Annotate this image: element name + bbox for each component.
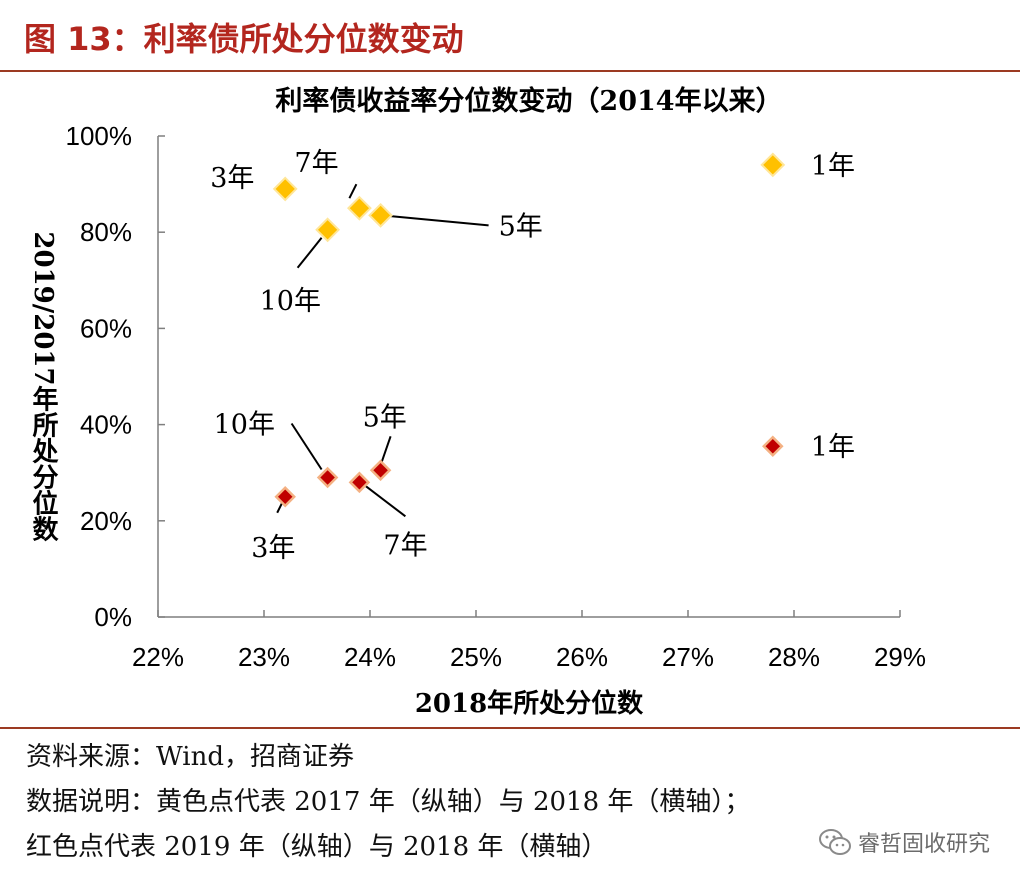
x-tick-label: 29% bbox=[874, 642, 926, 672]
point-label: 7年 bbox=[383, 530, 427, 561]
point-label: 10年 bbox=[260, 286, 321, 317]
x-tick-label: 25% bbox=[450, 642, 502, 672]
x-tick-label: 26% bbox=[556, 642, 608, 672]
yellow-point bbox=[315, 217, 341, 243]
watermark: 睿哲固收研究 bbox=[818, 826, 990, 858]
leader-line bbox=[362, 483, 407, 518]
footer-divider bbox=[0, 727, 1020, 729]
red-point bbox=[369, 459, 392, 482]
red-point bbox=[274, 485, 296, 508]
point-label: 5年 bbox=[363, 402, 407, 433]
red-point bbox=[762, 435, 784, 458]
watermark-text: 睿哲固收研究 bbox=[857, 832, 990, 857]
data-note-line-1: 数据说明：黄色点代表 2017 年（纵轴）与 2018 年（横轴）； bbox=[26, 787, 751, 817]
scatter-chart: 利率债收益率分位数变动（2014年以来） 0% 20% 40% 60% 80% 100% 22… bbox=[28, 85, 926, 719]
point-label: 3年 bbox=[251, 533, 295, 564]
point-label: 1年 bbox=[811, 151, 855, 182]
leader-line bbox=[382, 214, 489, 227]
point-label: 3年 bbox=[210, 163, 254, 194]
figure-title: 图 13：利率债所处分位数变动 bbox=[24, 20, 464, 58]
data-note-line-2: 红色点代表 2019 年（纵轴）与 2018 年（横轴） bbox=[26, 832, 608, 862]
x-axis-label: 2018年所处分位数 bbox=[415, 688, 644, 719]
y-tick-label: 20% bbox=[80, 506, 132, 536]
y-tick-label: 100% bbox=[66, 121, 133, 151]
x-tick-label: 27% bbox=[662, 642, 714, 672]
yellow-point bbox=[346, 195, 372, 221]
point-label: 1年 bbox=[811, 432, 855, 463]
yellow-point bbox=[272, 176, 298, 202]
y-tick-label: 80% bbox=[80, 217, 132, 247]
y-tick-label: 40% bbox=[80, 410, 132, 440]
point-label: 5年 bbox=[499, 211, 543, 242]
red-point bbox=[348, 471, 371, 494]
y-tick-label: 60% bbox=[80, 313, 132, 343]
chart-title: 利率债收益率分位数变动（2014年以来） bbox=[275, 85, 782, 117]
yellow-point bbox=[368, 202, 394, 228]
y-axis-label: 2019/2017年所处分位数 bbox=[28, 231, 59, 542]
point-label: 10年 bbox=[214, 410, 275, 441]
source-note: 资料来源：Wind，招商证券 bbox=[26, 742, 354, 772]
leader-line bbox=[296, 237, 323, 269]
x-tick-label: 28% bbox=[768, 642, 820, 672]
leader-line bbox=[290, 422, 323, 471]
wechat-icon bbox=[818, 829, 851, 855]
yellow-point bbox=[760, 152, 786, 178]
x-tick-label: 24% bbox=[344, 642, 396, 672]
x-tick-label: 23% bbox=[238, 642, 290, 672]
title-divider bbox=[0, 70, 1020, 72]
leader-line bbox=[348, 183, 358, 199]
leader-line bbox=[380, 435, 392, 463]
point-label: 7年 bbox=[294, 148, 338, 179]
y-tick-label: 0% bbox=[94, 602, 132, 632]
x-tick-label: 22% bbox=[132, 642, 184, 672]
red-point bbox=[316, 466, 339, 489]
